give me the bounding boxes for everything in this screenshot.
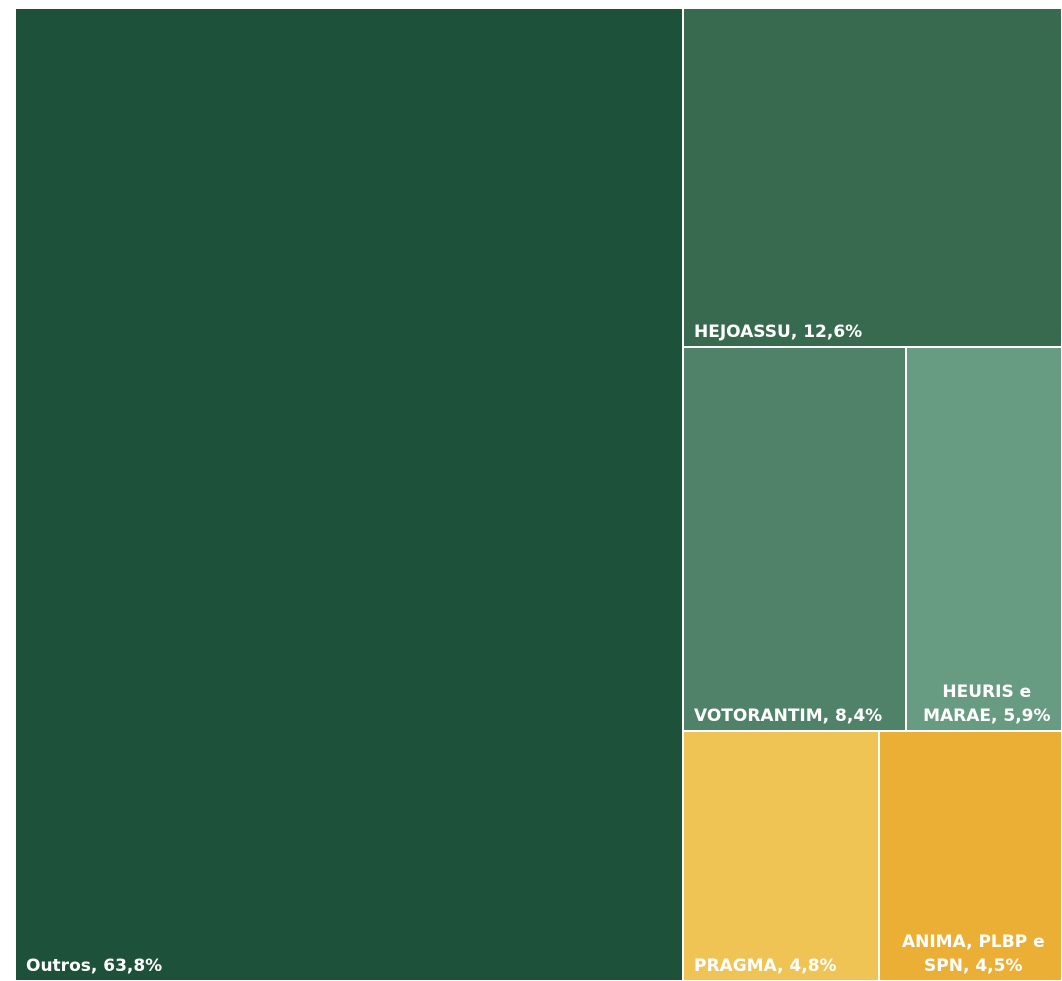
treemap-cell: HEURIS e MARAE, 5,9%	[905, 346, 1062, 732]
treemap-cell: ANIMA, PLBP e SPN, 4,5%	[878, 731, 1062, 981]
cell-label: HEJOASSU, 12,6%	[693, 321, 863, 342]
treemap-cell: VOTORANTIM, 8,4%	[682, 346, 906, 732]
cell-label: VOTORANTIM, 8,4%	[693, 706, 883, 727]
cell-label: ANIMA, PLBP e SPN, 4,5%	[901, 931, 1045, 976]
cell-label: HEURIS e MARAE, 5,9%	[923, 682, 1051, 727]
treemap-cell: HEJOASSU, 12,6%	[682, 8, 1062, 347]
treemap-cell: Outros, 63,8%	[15, 8, 683, 981]
treemap-cell: PRAGMA, 4,8%	[682, 731, 879, 981]
cell-label: PRAGMA, 4,8%	[693, 955, 837, 976]
cell-label: Outros, 63,8%	[26, 956, 163, 976]
